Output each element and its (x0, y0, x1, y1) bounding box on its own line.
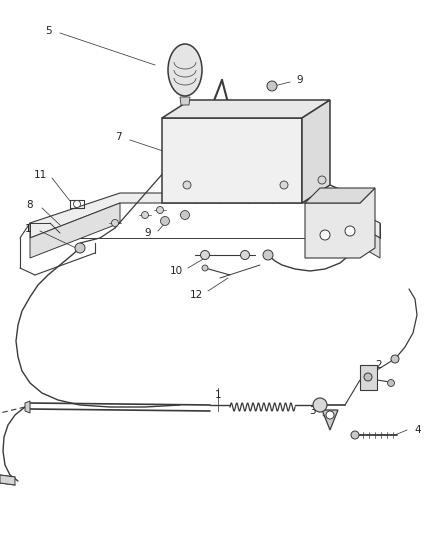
Polygon shape (0, 475, 15, 485)
Circle shape (240, 251, 250, 260)
Text: 2: 2 (375, 360, 381, 370)
Circle shape (280, 181, 288, 189)
Polygon shape (162, 118, 302, 203)
Polygon shape (360, 365, 377, 390)
Circle shape (74, 200, 81, 207)
Circle shape (318, 176, 326, 184)
Polygon shape (322, 410, 338, 430)
Text: 8: 8 (27, 200, 33, 210)
Circle shape (326, 411, 334, 419)
Circle shape (141, 212, 148, 219)
Polygon shape (30, 193, 380, 238)
Circle shape (351, 431, 359, 439)
Polygon shape (180, 97, 190, 105)
Polygon shape (305, 188, 375, 258)
Polygon shape (320, 203, 380, 258)
Circle shape (112, 220, 119, 227)
Circle shape (345, 226, 355, 236)
Polygon shape (305, 188, 375, 203)
Ellipse shape (168, 44, 202, 96)
Circle shape (156, 206, 163, 214)
Circle shape (263, 250, 273, 260)
Text: 1: 1 (215, 390, 221, 400)
Text: 1: 1 (25, 224, 31, 234)
Text: 4: 4 (415, 425, 421, 435)
Circle shape (364, 373, 372, 381)
Polygon shape (162, 100, 330, 118)
Circle shape (320, 230, 330, 240)
Text: 3: 3 (309, 406, 315, 416)
Polygon shape (25, 401, 30, 413)
Text: 9: 9 (145, 228, 151, 238)
Polygon shape (302, 100, 330, 203)
Circle shape (183, 181, 191, 189)
Text: 11: 11 (33, 170, 46, 180)
Text: 10: 10 (170, 266, 183, 276)
Circle shape (180, 211, 190, 220)
Text: 12: 12 (189, 290, 203, 300)
Circle shape (388, 379, 395, 386)
Circle shape (160, 216, 170, 225)
Text: 9: 9 (297, 75, 303, 85)
Circle shape (201, 251, 209, 260)
Polygon shape (30, 203, 120, 258)
Text: 5: 5 (45, 26, 51, 36)
Circle shape (202, 265, 208, 271)
Circle shape (75, 243, 85, 253)
Text: 7: 7 (115, 132, 121, 142)
Circle shape (391, 355, 399, 363)
Circle shape (313, 398, 327, 412)
Circle shape (267, 81, 277, 91)
